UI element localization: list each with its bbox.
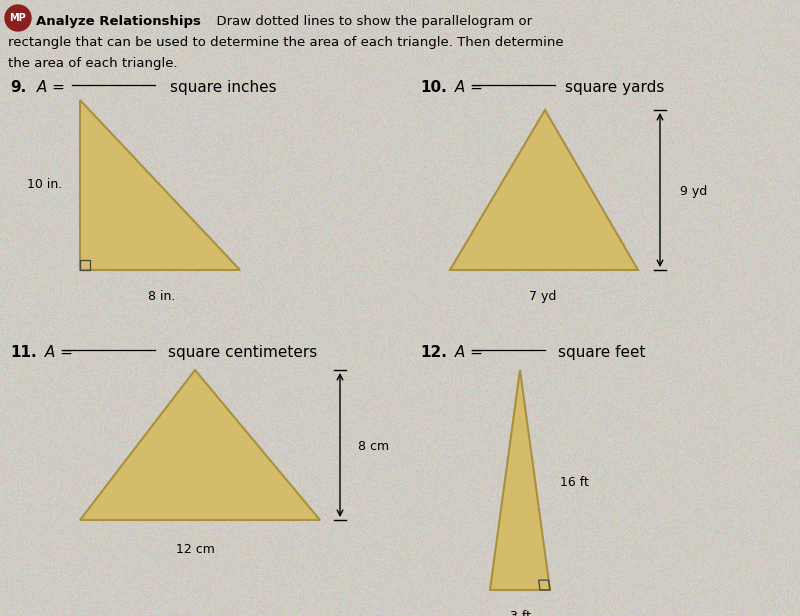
Text: square yards: square yards: [565, 80, 664, 95]
Polygon shape: [80, 100, 240, 270]
Text: A =: A =: [450, 345, 483, 360]
Text: 12.: 12.: [420, 345, 447, 360]
Text: rectangle that can be used to determine the area of each triangle. Then determin: rectangle that can be used to determine …: [8, 36, 564, 49]
Text: MP: MP: [10, 13, 26, 23]
Text: Analyze Relationships: Analyze Relationships: [36, 15, 201, 28]
Text: 8 cm: 8 cm: [358, 440, 389, 453]
Text: Draw dotted lines to show the parallelogram or: Draw dotted lines to show the parallelog…: [208, 15, 532, 28]
Polygon shape: [490, 370, 550, 590]
Text: square inches: square inches: [170, 80, 277, 95]
Text: the area of each triangle.: the area of each triangle.: [8, 57, 178, 70]
Text: square feet: square feet: [558, 345, 646, 360]
Text: 9 yd: 9 yd: [680, 185, 707, 198]
Text: A =: A =: [32, 80, 65, 95]
Text: 7 yd: 7 yd: [530, 290, 557, 303]
Text: A =: A =: [450, 80, 483, 95]
Text: 11.: 11.: [10, 345, 37, 360]
Text: 10.: 10.: [420, 80, 446, 95]
Text: 3 ft: 3 ft: [510, 610, 530, 616]
Text: 16 ft: 16 ft: [560, 476, 589, 488]
Polygon shape: [450, 110, 638, 270]
Text: A =: A =: [40, 345, 73, 360]
Text: 10 in.: 10 in.: [26, 179, 62, 192]
Text: 8 in.: 8 in.: [148, 290, 176, 303]
Text: square centimeters: square centimeters: [168, 345, 318, 360]
Text: 12 cm: 12 cm: [175, 543, 214, 556]
Polygon shape: [80, 370, 320, 520]
Text: 9.: 9.: [10, 80, 26, 95]
Circle shape: [5, 5, 31, 31]
